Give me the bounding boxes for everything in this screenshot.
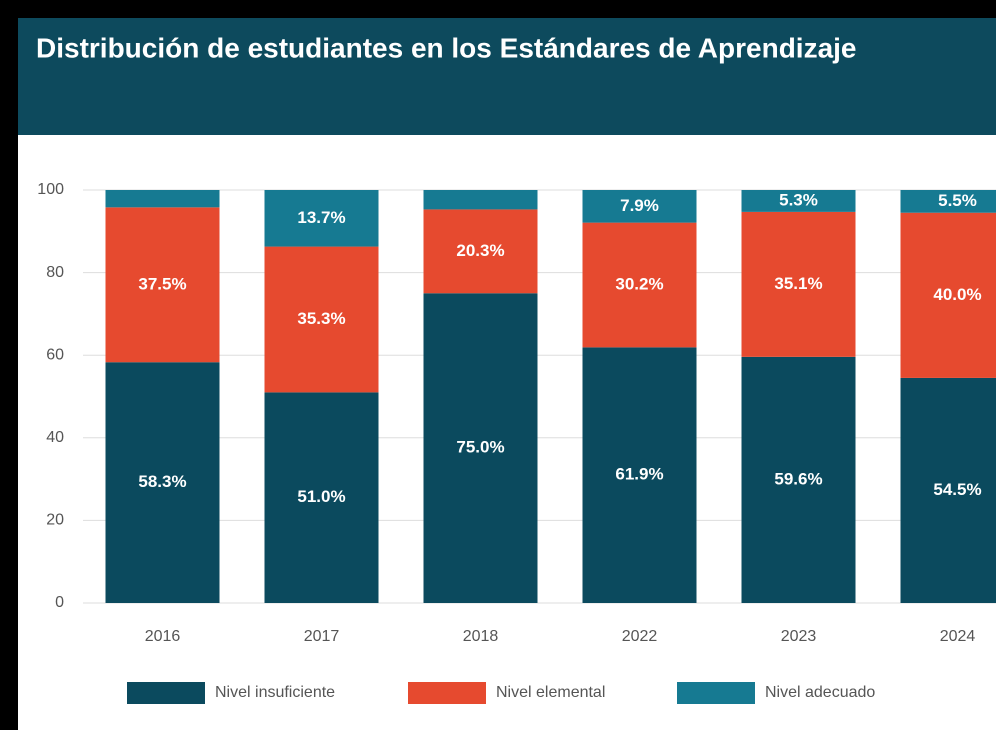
bar-segment [741, 211, 856, 357]
bar-segment [423, 190, 538, 210]
bar-segment [264, 392, 379, 603]
bar-segment [423, 209, 538, 294]
data-label: 5.3% [779, 190, 818, 209]
data-label: 20.3% [456, 241, 504, 260]
legend-swatch [408, 682, 486, 704]
bar-segment [105, 190, 220, 208]
x-tick-label: 2023 [781, 628, 817, 645]
bar-segment [582, 347, 697, 603]
x-tick-label: 2018 [463, 628, 499, 645]
bar-segment [741, 356, 856, 603]
y-tick-label: 60 [46, 346, 64, 363]
data-label: 40.0% [933, 285, 981, 304]
bar-segment [264, 246, 379, 393]
data-label: 59.6% [774, 469, 822, 488]
bar-segment [264, 190, 379, 247]
data-label: 7.9% [620, 196, 659, 215]
chart-title: Distribución de estudiantes en los Están… [36, 32, 857, 63]
legend-swatch [127, 682, 205, 704]
data-label: 61.9% [615, 465, 663, 484]
x-tick-label: 2016 [145, 628, 181, 645]
y-tick-label: 40 [46, 429, 64, 446]
legend-label: Nivel elemental [496, 684, 605, 701]
header [18, 18, 996, 135]
bar-segment [900, 190, 996, 213]
plot: 0 20 40 60 80 100 2016 58.3% 37.5% 2017 51.0% 35.3%… [37, 181, 996, 704]
bar-segment [105, 362, 220, 603]
data-label: 54.5% [933, 480, 981, 499]
legend-swatch [677, 682, 755, 704]
bar-segment [900, 377, 996, 603]
bar-segment [105, 207, 220, 363]
bar-segment [582, 222, 697, 348]
data-label: 37.5% [138, 274, 186, 293]
bar-segment [582, 190, 697, 223]
data-label: 58.3% [138, 472, 186, 491]
x-tick-label: 2017 [304, 628, 340, 645]
bar-segment [423, 293, 538, 603]
bar-segment [741, 190, 856, 212]
y-tick-label: 100 [37, 181, 64, 198]
y-tick-label: 80 [46, 264, 64, 281]
data-label: 13.7% [297, 208, 345, 227]
data-label: 30.2% [615, 274, 663, 293]
data-label: 51.0% [297, 487, 345, 506]
bar-segment [900, 212, 996, 378]
y-tick-label: 0 [55, 594, 64, 611]
x-tick-label: 2022 [622, 628, 658, 645]
data-label: 35.1% [774, 274, 822, 293]
y-tick-label: 20 [46, 512, 64, 529]
legend-label: Nivel adecuado [765, 684, 875, 701]
x-tick-label: 2024 [940, 628, 976, 645]
data-label: 5.5% [938, 191, 977, 210]
data-label: 75.0% [456, 438, 504, 457]
data-label: 35.3% [297, 309, 345, 328]
legend-label: Nivel insuficiente [215, 684, 335, 701]
